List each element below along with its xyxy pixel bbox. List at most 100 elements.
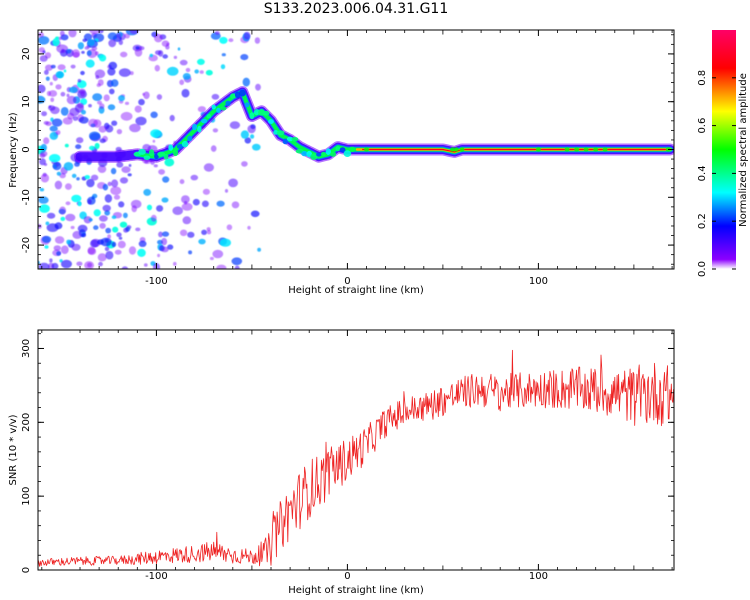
noise-blob — [123, 212, 128, 219]
noise-blob — [129, 30, 139, 35]
ridge-blob — [216, 107, 221, 113]
ridge-blob — [291, 137, 299, 142]
noise-blob — [105, 250, 114, 260]
noise-blob — [77, 102, 84, 109]
noise-blob — [111, 215, 117, 219]
noise-blob — [77, 224, 88, 233]
noise-blob — [50, 97, 55, 103]
noise-blob — [55, 84, 62, 90]
noise-blob — [104, 194, 113, 203]
noise-blob — [219, 36, 228, 44]
noise-blob — [53, 245, 61, 252]
ridge-accent — [364, 147, 369, 152]
noise-blob — [107, 234, 111, 239]
spectrogram-x-tick-label: 100 — [529, 276, 548, 287]
noise-blob — [55, 130, 61, 135]
noise-blob — [190, 174, 199, 181]
noise-blob — [254, 37, 261, 44]
noise-blob — [243, 31, 251, 40]
noise-blob — [86, 178, 95, 188]
colorbar-tick-label: 0.6 — [697, 118, 708, 134]
noise-blob — [43, 121, 49, 125]
snr-series-line — [38, 349, 674, 567]
noise-blob — [123, 227, 129, 233]
noise-blob — [54, 222, 63, 230]
noise-blob — [212, 249, 224, 259]
ridge-accent — [453, 147, 459, 152]
noise-blob — [226, 224, 233, 231]
noise-blob — [75, 144, 82, 150]
noise-blob — [241, 161, 248, 167]
noise-blob — [161, 231, 170, 237]
noise-blob — [69, 86, 78, 93]
noise-blob — [146, 204, 153, 211]
noise-blob — [90, 239, 99, 248]
noise-blob — [205, 69, 213, 76]
noise-blob — [40, 173, 50, 183]
noise-blob — [209, 256, 214, 261]
spectrogram-x-axis-label: Height of straight line (km) — [288, 285, 424, 296]
noise-blob — [118, 201, 125, 208]
colorbar-tick-label: 0.4 — [697, 165, 708, 181]
noise-blob — [250, 210, 260, 218]
ridge-blob — [348, 146, 356, 152]
noise-blob — [40, 143, 47, 152]
noise-blob — [182, 73, 191, 80]
ridge-blob — [168, 144, 174, 151]
noise-blob — [48, 90, 58, 97]
ridge-blob — [282, 138, 288, 145]
noise-blob — [153, 164, 158, 168]
noise-blob — [97, 253, 107, 262]
noise-blob — [119, 177, 129, 184]
noise-blob — [182, 216, 192, 225]
noise-blob — [240, 130, 249, 139]
noise-blob — [134, 48, 143, 57]
noise-blob — [65, 183, 72, 190]
noise-blob — [167, 244, 174, 250]
noise-blob — [56, 251, 61, 256]
snr-y-tick-label: 300 — [21, 339, 32, 358]
noise-blob — [164, 158, 175, 167]
ridge-blob — [249, 112, 255, 120]
noise-blob — [83, 216, 92, 224]
noise-blob — [250, 134, 255, 139]
ridge-blob — [225, 100, 231, 107]
ridge-accent — [535, 147, 541, 152]
noise-blob — [89, 30, 100, 35]
noise-blob — [79, 116, 89, 124]
snr-x-axis-label: Height of straight line (km) — [288, 585, 424, 596]
noise-blob — [72, 116, 78, 121]
noise-blob — [162, 54, 168, 59]
noise-blob — [121, 266, 129, 269]
noise-blob — [104, 210, 111, 216]
noise-blob — [43, 137, 50, 145]
noise-blob — [173, 261, 177, 266]
noise-blob — [59, 30, 65, 37]
noise-blob — [77, 42, 84, 50]
noise-blob — [49, 81, 53, 86]
noise-blob — [203, 163, 214, 172]
noise-blob — [54, 180, 63, 190]
ridge-blob — [276, 130, 285, 136]
noise-blob — [44, 69, 49, 75]
noise-blob — [181, 88, 190, 98]
noise-blob — [129, 71, 134, 76]
noise-blob — [120, 51, 128, 58]
noise-blob — [197, 58, 205, 65]
noise-blob — [116, 232, 122, 238]
noise-blob — [76, 261, 83, 267]
noise-blob — [57, 64, 66, 71]
ridge-blob — [230, 93, 236, 99]
noise-blob — [54, 236, 65, 244]
noise-blob — [71, 194, 82, 203]
noise-blob — [74, 162, 80, 167]
ridge-blob — [244, 102, 250, 108]
noise-blob — [49, 258, 53, 263]
noise-blob — [194, 69, 199, 74]
ridge-accent — [593, 147, 599, 152]
noise-blob — [143, 91, 150, 100]
noise-blob — [118, 236, 123, 240]
ridge-blob — [239, 89, 246, 97]
noise-blob — [51, 262, 59, 269]
noise-blob — [210, 145, 217, 152]
